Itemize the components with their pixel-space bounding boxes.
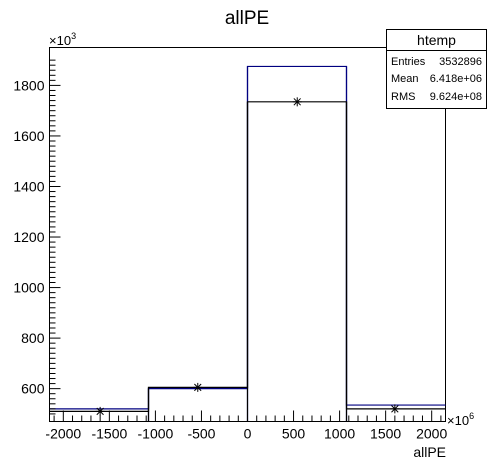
x-axis-multiplier: ×106 xyxy=(447,411,474,428)
y-tick-label: 1200 xyxy=(13,229,44,245)
stats-entries-value: 3532896 xyxy=(439,56,482,68)
x-tick-label: 1500 xyxy=(370,426,401,442)
x-tick-label: -2000 xyxy=(45,426,81,442)
stats-mean-label: Mean xyxy=(391,73,419,85)
x-tick-label: -1000 xyxy=(138,426,174,442)
data-point-3 xyxy=(390,404,400,414)
stats-mean-value: 6.418e+06 xyxy=(430,73,482,85)
x-tick-label: 2000 xyxy=(416,426,447,442)
x-axis-label: allPE xyxy=(413,444,446,460)
y-tick-label: 1600 xyxy=(13,128,44,144)
y-axis-multiplier: ×103 xyxy=(49,31,76,48)
data-point-0 xyxy=(95,406,105,416)
chart-title: allPE xyxy=(225,8,269,29)
y-tick-label: 600 xyxy=(21,381,45,397)
x-tick-label: 500 xyxy=(282,426,306,442)
stats-entries-label: Entries xyxy=(391,56,426,68)
y-tick-label: 1000 xyxy=(13,280,44,296)
data-point-1 xyxy=(193,382,203,392)
x-tick-label: 1000 xyxy=(324,426,355,442)
y-tick-label: 1400 xyxy=(13,178,44,194)
stats-rms-value: 9.624e+08 xyxy=(430,91,482,103)
y-tick-label: 1800 xyxy=(13,77,44,93)
stats-rms-label: RMS xyxy=(391,91,415,103)
stats-box: htemp Entries 3532896 Mean 6.418e+06 RMS… xyxy=(386,29,487,109)
stats-box-frame xyxy=(386,29,487,109)
data-point-2 xyxy=(292,97,302,107)
x-tick-label: -1500 xyxy=(91,426,127,442)
y-tick-label: 800 xyxy=(21,330,45,346)
x-tick-label: 0 xyxy=(244,426,252,442)
x-tick-label: -500 xyxy=(187,426,215,442)
stats-box-title: htemp xyxy=(417,32,456,48)
